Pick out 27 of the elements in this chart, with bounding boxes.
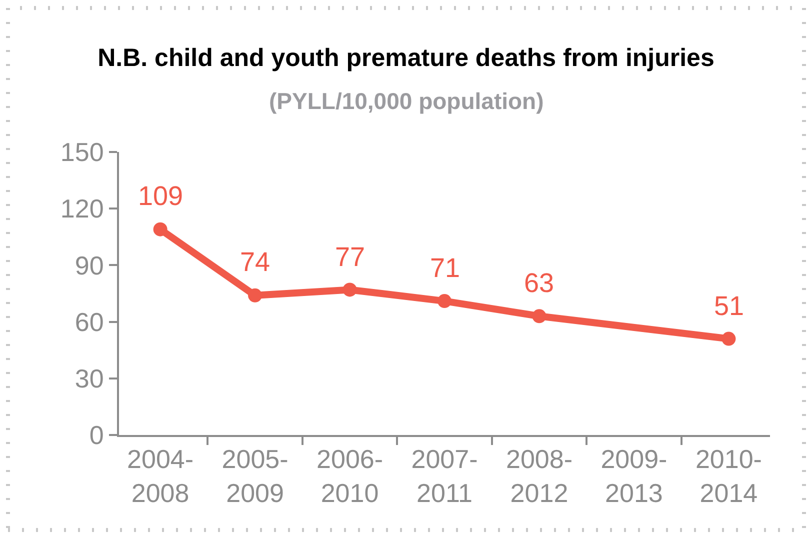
- y-tick-label: 150: [60, 137, 104, 168]
- chart-subtitle: (PYLL/10,000 population): [269, 88, 544, 114]
- x-tick-label: 2006- 2010: [316, 444, 384, 508]
- data-label: 71: [430, 253, 460, 283]
- point: [532, 309, 546, 324]
- x-tick-label: 2005- 2009: [222, 444, 288, 508]
- data-label: 77: [335, 242, 366, 272]
- data-label: 63: [524, 268, 554, 298]
- x-tick-label: 2007- 2011: [411, 444, 478, 508]
- x-tick-label: 2009- 2013: [600, 444, 668, 508]
- x-tick-label: 2004- 2008: [127, 444, 194, 508]
- y-tick-label: 90: [74, 250, 104, 280]
- chart-title: N.B. child and youth premature deaths from injuries: [98, 44, 714, 72]
- y-tick-label: 120: [60, 194, 104, 224]
- x-tick-label: 2008- 2012: [506, 444, 572, 508]
- y-tick-label: 30: [74, 364, 104, 394]
- point: [722, 332, 736, 346]
- data-label: 51: [714, 291, 744, 321]
- point: [248, 288, 262, 302]
- data-label: 74: [240, 247, 270, 277]
- y-tick-label: 0: [89, 420, 104, 450]
- point: [153, 222, 168, 236]
- point: [438, 294, 452, 308]
- point: [342, 282, 357, 297]
- data-label: 109: [138, 181, 184, 211]
- x-tick-label: 2010- 2014: [695, 444, 762, 508]
- y-tick-label: 60: [74, 306, 104, 337]
